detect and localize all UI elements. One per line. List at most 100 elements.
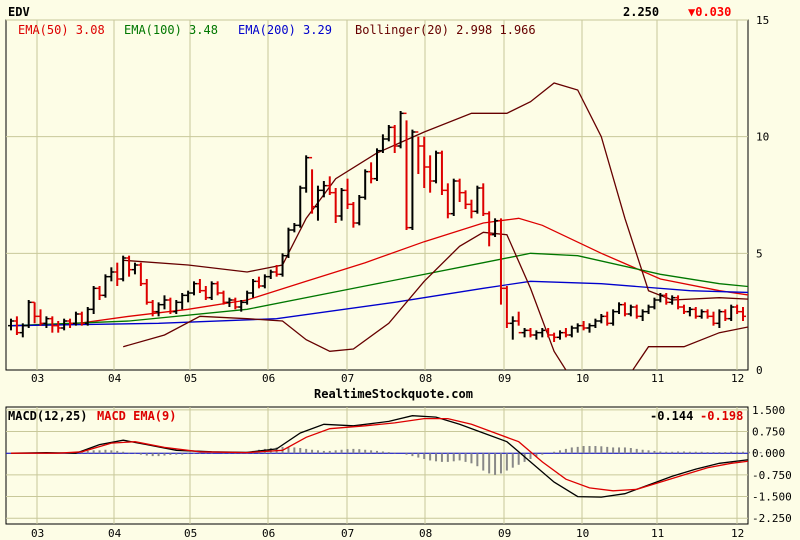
- ohlc-bar: [72, 311, 79, 326]
- macd-series: [10, 415, 748, 498]
- ohlc-bar: [67, 318, 74, 328]
- ohlc-bar: [43, 316, 50, 328]
- ohlc-bar: [255, 276, 262, 289]
- ohlc-bar: [267, 269, 274, 279]
- x-tick-label: 07: [341, 527, 354, 540]
- y-tick-label: 0: [756, 364, 763, 377]
- series-line: [10, 280, 748, 327]
- ohlc-bar: [604, 311, 611, 326]
- ohlc-bar: [592, 318, 599, 328]
- ohlc-bar: [244, 290, 251, 305]
- ohlc-bar: [108, 267, 115, 282]
- x-tick-label: 07: [341, 372, 354, 385]
- y-tick-label: 5: [756, 247, 763, 260]
- ohlc-bar: [131, 262, 138, 275]
- ohlc-bar: [332, 188, 339, 223]
- ohlc-bar: [533, 330, 540, 340]
- legend-bollinger: Bollinger(20) 2.998 1.966: [355, 23, 536, 37]
- ohlc-bar: [409, 129, 416, 230]
- x-tick-label: 10: [576, 372, 589, 385]
- ohlc-bar: [722, 309, 729, 321]
- y-tick-label: 0.750: [752, 426, 785, 439]
- ohlc-bar: [562, 328, 569, 338]
- x-tick-label: 03: [31, 372, 44, 385]
- x-tick-label: 09: [498, 527, 511, 540]
- ohlc-bar: [586, 323, 593, 333]
- ohlc-bar: [208, 281, 215, 300]
- ohlc-bar: [19, 323, 26, 338]
- y-tick-label: -1.500: [752, 491, 792, 504]
- ohlc-bar: [78, 311, 85, 326]
- ohlc-bar: [344, 178, 351, 209]
- ohlc-bar: [179, 293, 186, 310]
- y-tick-label: -0.750: [752, 469, 792, 482]
- x-tick-label: 05: [184, 372, 197, 385]
- macd-ema-label: MACD EMA(9): [97, 409, 176, 423]
- ohlc-bar: [202, 286, 209, 300]
- symbol-label: EDV: [8, 5, 30, 19]
- ohlc-bar: [633, 304, 640, 319]
- ohlc-bar: [350, 202, 357, 228]
- ohlc-bar: [438, 150, 445, 195]
- ohlc-bar: [450, 178, 457, 216]
- macd-line: [11, 417, 748, 492]
- ohlc-bar: [480, 183, 487, 216]
- ohlc-bar: [639, 309, 646, 321]
- ohlc-bar: [167, 297, 174, 314]
- indicator-legend: EMA(50) 3.08 EMA(100) 3.48 EMA(200) 3.29 Bo…: [18, 23, 536, 37]
- y-tick-label: 15: [756, 14, 769, 27]
- macd-panel: [5, 406, 749, 525]
- ohlc-bar: [326, 176, 333, 195]
- ohlc-bar: [379, 134, 386, 153]
- ohlc-bar: [545, 328, 552, 338]
- price-grid: [6, 19, 748, 370]
- ohlc-bar: [503, 286, 510, 328]
- series-line: [10, 252, 748, 327]
- ohlc-bar: [710, 311, 717, 326]
- ohlc-bar: [90, 286, 97, 314]
- ohlc-bar: [415, 131, 422, 174]
- ohlc-bar: [521, 328, 528, 338]
- ohlc-bar: [137, 262, 144, 286]
- y-tick-label: 0.000: [752, 447, 785, 460]
- last-price: 2.250: [623, 5, 659, 19]
- ohlc-bar: [309, 156, 316, 214]
- ohlc-bar: [456, 178, 463, 202]
- x-tick-label: 04: [108, 527, 122, 540]
- ohlc-bar: [598, 314, 605, 324]
- ohlc-bar: [551, 332, 558, 342]
- ohlc-bar: [509, 316, 516, 340]
- macd-frame: [5, 406, 749, 525]
- macd-ema-value: -0.198: [700, 409, 743, 423]
- x-tick-label: 03: [31, 527, 44, 540]
- ohlc-bar: [574, 323, 581, 333]
- x-tick-label: 09: [498, 372, 511, 385]
- y-tick-label: -2.250: [752, 512, 792, 525]
- ohlc-bar: [403, 112, 410, 230]
- ohlc-bar: [13, 316, 20, 335]
- macd-histogram: [80, 446, 768, 475]
- ohlc-bar: [421, 136, 428, 188]
- x-tick-label: 08: [419, 372, 432, 385]
- ohlc-bar: [468, 199, 475, 219]
- y-tick-label: 1.500: [752, 404, 785, 417]
- price-change: ▼0.030: [688, 5, 731, 19]
- ohlc-bar: [497, 218, 504, 305]
- x-tick-label: 08: [419, 527, 432, 540]
- ohlc-bar: [297, 185, 304, 228]
- ohlc-bar: [686, 307, 693, 317]
- y-tick-label: 10: [756, 131, 769, 144]
- ohlc-bar: [669, 295, 676, 305]
- ohlc-bar: [96, 286, 103, 300]
- ohlc-bar: [149, 300, 156, 317]
- ohlc-bar: [616, 302, 623, 314]
- ohlc-bar: [374, 148, 380, 181]
- ohlc-bar: [55, 321, 62, 333]
- ohlc-bar: [285, 227, 292, 258]
- ohlc-bar: [84, 307, 91, 326]
- macd-label: MACD(12,25): [8, 409, 87, 423]
- ohlc-bar: [539, 328, 546, 338]
- ohlc-bar: [486, 211, 493, 247]
